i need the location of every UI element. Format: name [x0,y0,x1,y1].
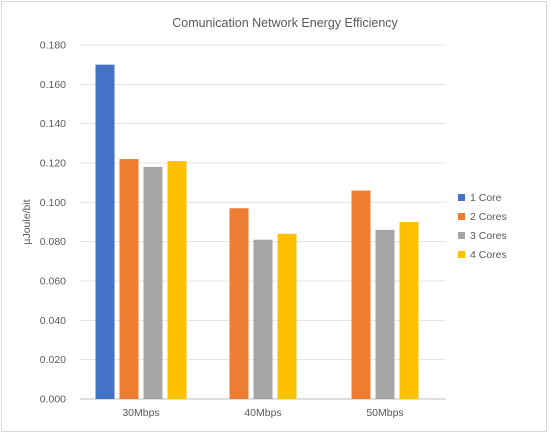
bar-1-core-30mbps [95,64,115,400]
y-axis-label: µJoule/bit [21,199,33,244]
x-tick-label: 30Mbps [122,407,159,419]
bar-3-cores-30mbps [143,166,163,399]
bar-4-cores-40mbps [277,233,297,399]
legend-swatch [458,251,465,258]
bars [95,64,419,400]
y-tick-label: 0.060 [40,276,66,288]
bar-4-cores-30mbps [167,161,187,399]
legend-entry: 2 Cores [470,211,507,223]
legend-entry: 1 Core [470,192,502,204]
x-tick-label: 40Mbps [244,407,281,419]
y-tick-label: 0.180 [40,40,66,52]
y-tick-label: 0.080 [40,236,66,248]
bar-2-cores-30mbps [119,159,139,399]
bar-3-cores-40mbps [253,239,273,399]
y-tick-label: 0.100 [40,197,66,209]
x-axis-ticks: 30Mbps 40Mbps 50Mbps [122,407,403,419]
legend-swatch [458,232,465,239]
bar-2-cores-50mbps [351,190,371,399]
legend: 1 Core 2 Cores 3 Cores 4 Cores [458,192,507,261]
legend-swatch [458,194,465,201]
bar-2-cores-40mbps [229,208,249,399]
x-tick-label: 50Mbps [366,407,403,419]
y-tick-label: 0.160 [40,79,66,91]
bar-3-cores-50mbps [375,229,395,399]
legend-swatch [458,213,465,220]
legend-entry: 4 Cores [470,249,507,261]
chart-title: Comunication Network Energy Efficiency [172,16,398,30]
y-tick-label: 0.020 [40,354,66,366]
bar-4-cores-50mbps [399,222,419,399]
y-tick-label: 0.040 [40,315,66,327]
y-tick-label: 0.000 [40,394,66,406]
y-tick-label: 0.120 [40,158,66,170]
y-axis-ticks: 0.000 0.020 0.040 0.060 0.080 0.100 0.120 0.140… [40,40,66,406]
y-tick-label: 0.140 [40,118,66,130]
legend-entry: 3 Cores [470,230,507,242]
